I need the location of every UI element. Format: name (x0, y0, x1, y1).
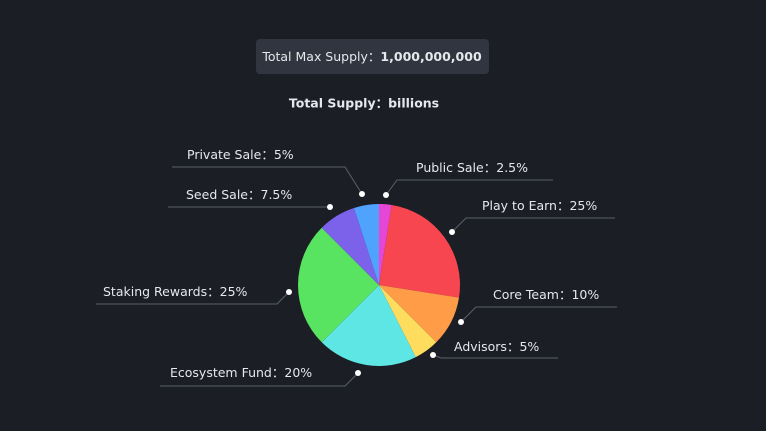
value-label: 25% (569, 198, 597, 213)
category-name: Public Sale (416, 160, 484, 175)
leader-line (172, 166, 363, 195)
slice-label: Seed Sale：7.5% (186, 187, 292, 202)
category-name: Staking Rewards (103, 284, 207, 299)
leader-dot (327, 204, 333, 210)
value-label: 20% (284, 365, 312, 380)
leader-dot (355, 370, 361, 376)
leader-dot (359, 191, 365, 197)
supply-value: 1,000,000,000 (380, 49, 482, 64)
pie-slice (379, 285, 460, 343)
category-name: Private Sale (187, 147, 262, 162)
slice-label: Staking Rewards：25% (103, 284, 248, 299)
category-name: Advisors (454, 339, 507, 354)
value-label: 5% (274, 147, 294, 162)
value-label: 10% (571, 287, 599, 302)
pie-slice (321, 207, 379, 285)
value-label: 7.5% (261, 187, 293, 202)
slice-label: Public Sale：2.5% (416, 160, 528, 175)
slice-label: Private Sale：5% (187, 147, 294, 162)
leader-line (451, 217, 615, 233)
leader-dot (449, 229, 455, 235)
pie-slice (321, 285, 416, 366)
pie-slice (379, 204, 461, 298)
supply-text: Total Max Supply：1,000,000,000 (261, 49, 482, 64)
separator: ： (272, 365, 285, 380)
pie-slice (379, 285, 437, 358)
pie-slice (353, 204, 379, 285)
separator: ： (248, 187, 261, 202)
slice-label: Play to Earn：25% (482, 198, 597, 213)
leader-line (96, 291, 290, 305)
leader-line (385, 179, 553, 196)
leader-line (460, 306, 617, 323)
supply-box (256, 39, 489, 74)
chart-title: Total Supply：billions (289, 96, 439, 111)
value-label: 2.5% (496, 160, 528, 175)
category-name: Play to Earn (482, 198, 557, 213)
separator: ： (559, 287, 572, 302)
category-name: Core Team (493, 287, 559, 302)
separator: ： (484, 160, 497, 175)
category-name: Seed Sale (186, 187, 248, 202)
leader-dot (286, 289, 292, 295)
separator: ： (261, 147, 274, 162)
separator: ： (207, 284, 220, 299)
pie-slice (379, 204, 392, 285)
slice-label: Advisors：5% (454, 339, 539, 354)
leader-dot (430, 352, 436, 358)
slice-label: Ecosystem Fund：20% (170, 365, 312, 380)
labels: Public Sale：2.5%Play to Earn：25%Core Tea… (96, 147, 617, 387)
supply-label: Total Max Supply： (261, 49, 380, 64)
leader-line (160, 372, 359, 387)
separator: ： (557, 198, 570, 213)
value-label: 25% (220, 284, 248, 299)
separator: ： (507, 339, 520, 354)
slice-label: Core Team：10% (493, 287, 599, 302)
category-name: Ecosystem Fund (170, 365, 272, 380)
leader-dot (458, 319, 464, 325)
pie-slice (298, 227, 379, 343)
pie (298, 204, 461, 366)
leader-dot (383, 192, 389, 198)
value-label: 5% (519, 339, 539, 354)
